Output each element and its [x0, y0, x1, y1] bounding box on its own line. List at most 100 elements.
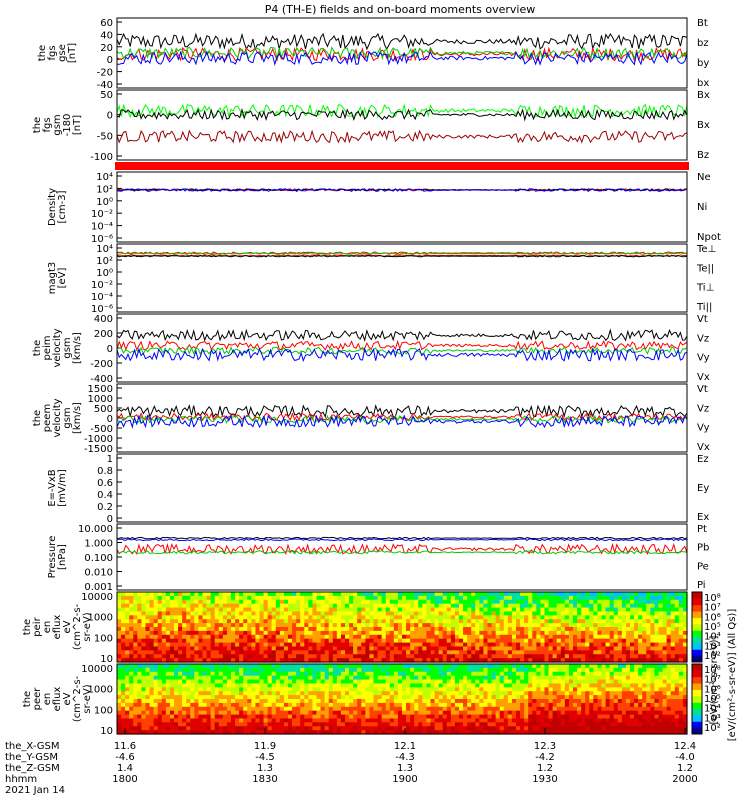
heatmap-cell	[479, 627, 485, 632]
heatmap-cell	[373, 710, 379, 716]
heatmap-cell	[169, 642, 175, 648]
heatmap-cell	[239, 650, 244, 655]
heatmap-cell	[585, 607, 590, 613]
heatmap-cell	[459, 638, 464, 644]
heatmap-cell	[430, 642, 436, 648]
heatmap-cell	[406, 710, 411, 716]
y-tick-label: 10⁻⁶	[91, 234, 113, 245]
heatmap-cell	[573, 658, 578, 663]
heatmap-cell	[129, 630, 134, 636]
heatmap-cell	[438, 623, 444, 628]
heatmap-cell	[406, 630, 411, 636]
heatmap-cell	[589, 619, 594, 624]
heatmap-cell	[231, 607, 236, 613]
heatmap-cell	[243, 654, 248, 659]
heatmap-cell	[194, 615, 200, 620]
heatmap-cell	[654, 638, 660, 644]
heatmap-cell	[141, 642, 147, 648]
heatmap-cell	[467, 595, 472, 601]
heatmap-cell	[141, 683, 147, 688]
heatmap-cell	[226, 664, 232, 669]
heatmap-cell	[365, 642, 371, 648]
heatmap-cell	[231, 683, 236, 688]
heatmap-cell	[605, 714, 611, 720]
heatmap-cell	[381, 702, 387, 708]
heatmap-cell	[324, 599, 330, 605]
heatmap-cell	[393, 679, 399, 685]
heatmap-cell	[324, 683, 330, 688]
heatmap-cell	[194, 691, 200, 696]
heatmap-cell	[564, 671, 570, 677]
heatmap-cell	[275, 634, 281, 640]
heatmap-cell	[336, 675, 342, 681]
heatmap-cell	[589, 702, 594, 708]
heatmap-cell	[178, 710, 183, 716]
heatmap-cell	[393, 634, 399, 640]
heatmap-cell	[182, 699, 187, 704]
legend-label: Ti⊥	[696, 283, 714, 294]
heatmap-cell	[267, 687, 273, 692]
heatmap-cell	[503, 699, 509, 704]
heatmap-cell	[658, 615, 664, 620]
heatmap-cell	[182, 619, 187, 624]
heatmap-cell	[308, 695, 314, 700]
heatmap-cell	[161, 642, 167, 648]
heatmap-cell	[361, 667, 366, 673]
heatmap-cell	[646, 619, 651, 624]
heatmap-cell	[137, 683, 143, 688]
heatmap-cell	[288, 658, 293, 663]
heatmap-cell	[573, 650, 578, 655]
heatmap-cell	[658, 650, 664, 655]
heatmap-cell	[190, 730, 195, 735]
heatmap-cell	[536, 654, 542, 659]
heatmap-cell	[634, 623, 639, 628]
heatmap-cell	[373, 627, 379, 632]
heatmap-cell	[267, 650, 273, 655]
heatmap-cell	[153, 630, 159, 636]
heatmap-cell	[218, 710, 224, 716]
heatmap-cell	[491, 683, 497, 688]
heatmap-cell	[625, 599, 631, 605]
heatmap-cell	[304, 611, 309, 616]
heatmap-cell	[340, 691, 346, 696]
heatmap-cell	[389, 654, 395, 659]
heatmap-cell	[149, 671, 155, 677]
heatmap-cell	[552, 611, 558, 616]
heatmap-cell	[528, 699, 533, 704]
heatmap-cell	[206, 675, 212, 681]
heatmap-cell	[226, 730, 232, 735]
heatmap-cell	[613, 607, 619, 613]
heatmap-cell	[597, 627, 603, 632]
heatmap-cell	[642, 654, 647, 659]
heatmap-cell	[393, 592, 399, 597]
heatmap-cell	[430, 699, 436, 704]
heatmap-cell	[552, 671, 558, 677]
heatmap-cell	[532, 595, 537, 601]
heatmap-cell	[520, 603, 525, 609]
heatmap-cell	[454, 627, 460, 632]
heatmap-cell	[385, 718, 391, 723]
heatmap-cell	[520, 722, 525, 727]
heatmap-cell	[271, 619, 277, 624]
heatmap-cell	[487, 634, 493, 640]
heatmap-cell	[202, 683, 208, 688]
heatmap-cell	[410, 638, 415, 644]
heatmap-cell	[674, 611, 680, 616]
heatmap-cell	[605, 634, 611, 640]
heatmap-cell	[157, 654, 163, 659]
heatmap-cell	[503, 627, 509, 632]
heatmap-cell	[365, 710, 371, 716]
heatmap-cell	[385, 646, 391, 651]
heatmap-cell	[202, 630, 208, 636]
heatmap-cell	[625, 646, 631, 651]
heatmap-cell	[467, 607, 472, 613]
heatmap-cell	[597, 710, 603, 716]
heatmap-cell	[267, 710, 273, 716]
heatmap-cell	[524, 658, 529, 663]
heatmap-cell	[495, 650, 501, 655]
heatmap-cell	[544, 718, 550, 723]
heatmap-cell	[149, 722, 155, 727]
heatmap-cell	[430, 718, 436, 723]
heatmap-cell	[646, 638, 651, 644]
heatmap-cell	[471, 592, 476, 597]
